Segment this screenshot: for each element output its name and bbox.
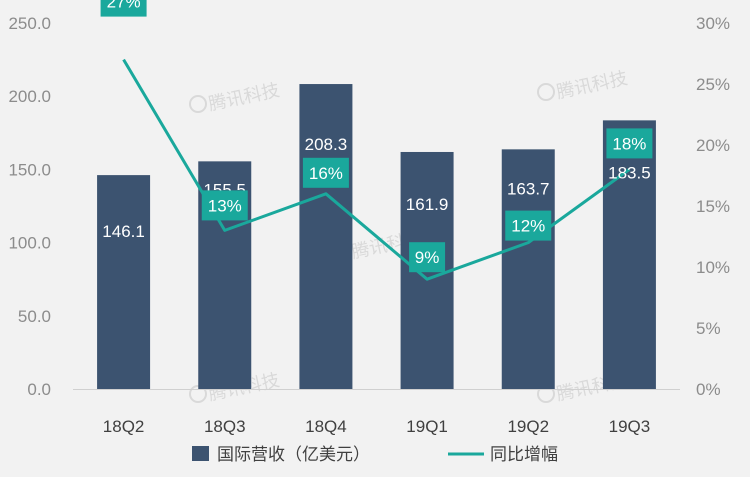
growth-label-box bbox=[505, 210, 552, 241]
legend-label-line: 同比增幅 bbox=[490, 445, 558, 465]
y-right-tick-label: 10% bbox=[696, 258, 730, 277]
x-tick-label: 18Q2 bbox=[103, 417, 145, 436]
legend-swatch-bar bbox=[192, 446, 209, 461]
y-right-tick-label: 25% bbox=[696, 75, 730, 94]
growth-label-box bbox=[302, 157, 349, 188]
y-right-tick-label: 15% bbox=[696, 197, 730, 216]
watermark-logo-icon bbox=[189, 385, 207, 403]
bar-value-label: 161.9 bbox=[406, 195, 449, 214]
bar-18Q2 bbox=[97, 175, 151, 389]
watermark-logo-icon bbox=[189, 95, 207, 113]
x-tick-label: 19Q1 bbox=[406, 417, 448, 436]
legend-label-bars: 国际营收（亿美元） bbox=[217, 445, 370, 465]
growth-label-18Q3: 13% bbox=[201, 190, 248, 221]
axes-layer: 0.0 50.0 100.0 150.0 200.0 250.0 0% 5% 10% 15% 20%… bbox=[8, 14, 730, 436]
y-right-tick-label: 5% bbox=[696, 319, 721, 338]
growth-label-text: 9% bbox=[415, 248, 440, 267]
legend-item-line: 同比增幅 bbox=[448, 445, 558, 465]
x-tick-label: 18Q3 bbox=[204, 417, 246, 436]
x-tick-label: 19Q2 bbox=[507, 417, 549, 436]
growth-label-text: 13% bbox=[208, 196, 242, 215]
bar-value-label: 146.1 bbox=[102, 222, 145, 241]
y-left-tick-label: 50.0 bbox=[18, 307, 51, 326]
bars-layer bbox=[97, 84, 656, 389]
y-left-tick-label: 150.0 bbox=[8, 160, 51, 179]
y-right-tick-label: 20% bbox=[696, 136, 730, 155]
growth-label-text: 27% bbox=[107, 0, 141, 12]
growth-label-19Q2: 12% bbox=[505, 210, 552, 241]
watermark-text: 腾讯科技 bbox=[555, 68, 630, 104]
growth-label-text: 16% bbox=[309, 164, 343, 183]
bar-18Q4 bbox=[299, 84, 353, 389]
line-layer: 146.1155.5208.3161.9163.7183.527%13%16%9… bbox=[100, 0, 653, 281]
growth-label-box bbox=[606, 128, 653, 159]
bar-19Q3 bbox=[602, 120, 656, 389]
bar-value-label: 208.3 bbox=[305, 135, 348, 154]
y-left-tick-label: 200.0 bbox=[8, 87, 51, 106]
growth-label-18Q4: 16% bbox=[302, 157, 349, 188]
legend-item-bars: 国际营收（亿美元） bbox=[192, 445, 370, 465]
growth-label-box bbox=[201, 190, 248, 221]
watermark-logo-icon bbox=[537, 83, 555, 101]
growth-label-box bbox=[409, 242, 446, 273]
x-tick-label: 19Q3 bbox=[609, 417, 651, 436]
growth-label-19Q1: 9% bbox=[409, 242, 446, 273]
y-left-tick-label: 250.0 bbox=[8, 14, 51, 33]
watermark-text: 腾讯科技 bbox=[207, 80, 282, 116]
legend: 国际营收（亿美元） 同比增幅 bbox=[192, 445, 558, 465]
x-tick-label: 18Q4 bbox=[305, 417, 347, 436]
growth-label-19Q3: 18% bbox=[606, 128, 653, 159]
bar-value-label: 163.7 bbox=[507, 179, 550, 198]
growth-label-box bbox=[100, 0, 147, 17]
y-right-tick-label: 30% bbox=[696, 14, 730, 33]
y-left-tick-label: 100.0 bbox=[8, 234, 51, 253]
bar-value-label: 183.5 bbox=[608, 163, 651, 182]
watermark-0: 腾讯科技 bbox=[189, 80, 282, 116]
watermark-2: 腾讯科技 bbox=[537, 68, 630, 104]
y-left-tick-label: 0.0 bbox=[27, 380, 51, 399]
y-right-tick-label: 0% bbox=[696, 380, 721, 399]
growth-label-text: 18% bbox=[612, 134, 646, 153]
bar-19Q2 bbox=[501, 149, 555, 389]
growth-label-18Q2: 27% bbox=[100, 0, 147, 17]
growth-label-text: 12% bbox=[511, 217, 545, 236]
